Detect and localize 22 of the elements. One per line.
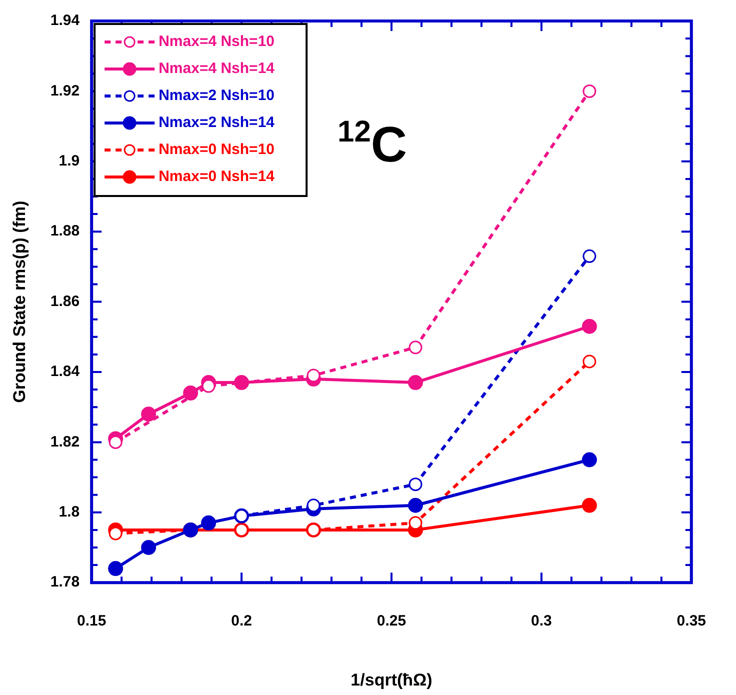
legend-label: Nmax=4 Nsh=14 [158, 60, 276, 78]
x-tick-label: 0.3 [531, 612, 552, 630]
y-tick-label: 1.82 [50, 433, 80, 450]
y-tick-label: 1.88 [50, 222, 80, 240]
x-tick-label: 0.25 [376, 612, 406, 630]
y-tick-label: 1.92 [50, 82, 80, 100]
legend-label: Nmax=2 Nsh=14 [158, 114, 276, 132]
y-tick-label: 1.84 [50, 363, 80, 380]
y-axis-title: Ground State rms(p) (fm) [10, 200, 29, 403]
y-tick-label: 1.8 [58, 504, 80, 521]
legend-label: Nmax=0 Nsh=14 [158, 168, 276, 186]
legend-label: Nmax=2 Nsh=10 [158, 87, 274, 104]
x-axis-title: 1/sqrt(ħΩ) [350, 670, 432, 690]
y-tick-label: 1.9 [58, 152, 80, 170]
y-tick-label: 1.86 [50, 292, 80, 310]
legend-label: Nmax=0 Nsh=10 [158, 141, 274, 158]
x-tick-label: 0.15 [76, 612, 106, 630]
y-tick-label: 1.78 [50, 574, 80, 591]
x-tick-label: 0.2 [231, 612, 252, 630]
legend-label: Nmax=4 Nsh=10 [158, 33, 274, 50]
y-tick-label: 1.94 [50, 12, 80, 30]
x-tick-label: 0.35 [676, 612, 706, 630]
